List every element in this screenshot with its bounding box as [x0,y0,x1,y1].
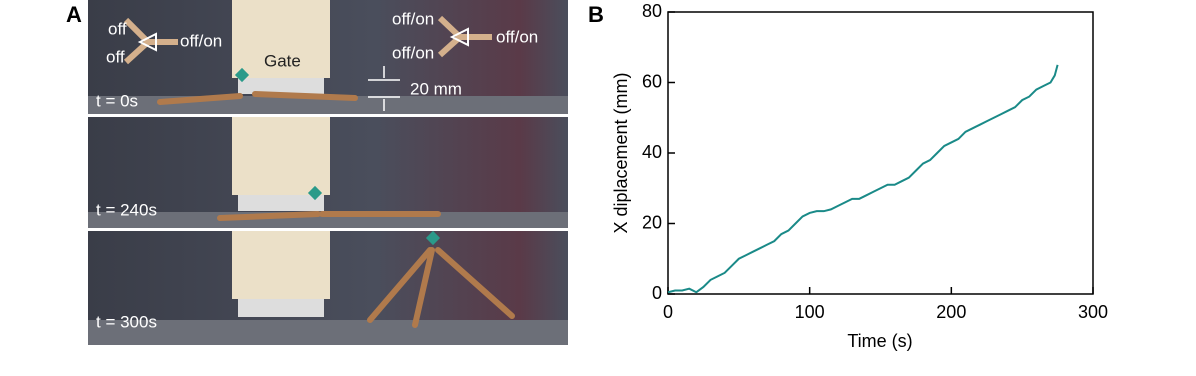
state-label: off/on [180,31,222,50]
x-axis-label: Time (s) [847,331,912,351]
state-label: off/on [392,43,434,62]
gate-label: Gate [264,51,301,70]
x-tick-label: 0 [663,302,673,322]
x-tick-label: 100 [795,302,825,322]
y-tick-label: 80 [642,1,662,21]
photo-strips [88,0,568,345]
state-label: off/on [496,27,538,46]
photo-labels: off off off/on off/on off/on off/on Gate… [96,9,538,331]
time-label: t = 0s [96,91,138,110]
y-axis-label: X diplacement (mm) [611,72,631,233]
plot-frame [667,11,1094,295]
y-tick-label: 0 [652,283,662,303]
panel-label: A [66,2,82,27]
state-label: off/on [392,9,434,28]
data-line [667,64,1059,294]
x-tick-label: 300 [1078,302,1108,322]
time-label: t = 240s [96,200,157,219]
x-tick-label: 200 [936,302,966,322]
state-label: off [106,47,125,66]
y-tick-label: 20 [642,212,662,232]
y-tick-label: 40 [642,142,662,162]
time-label: t = 300s [96,312,157,331]
scale-label: 20 mm [410,79,462,98]
panel-label: B [588,2,604,27]
y-tick-label: 60 [642,71,662,91]
chart: Time (s) X diplacement (mm) 0 100 200 300 0 2… [611,1,1108,351]
state-label: off [108,19,127,38]
